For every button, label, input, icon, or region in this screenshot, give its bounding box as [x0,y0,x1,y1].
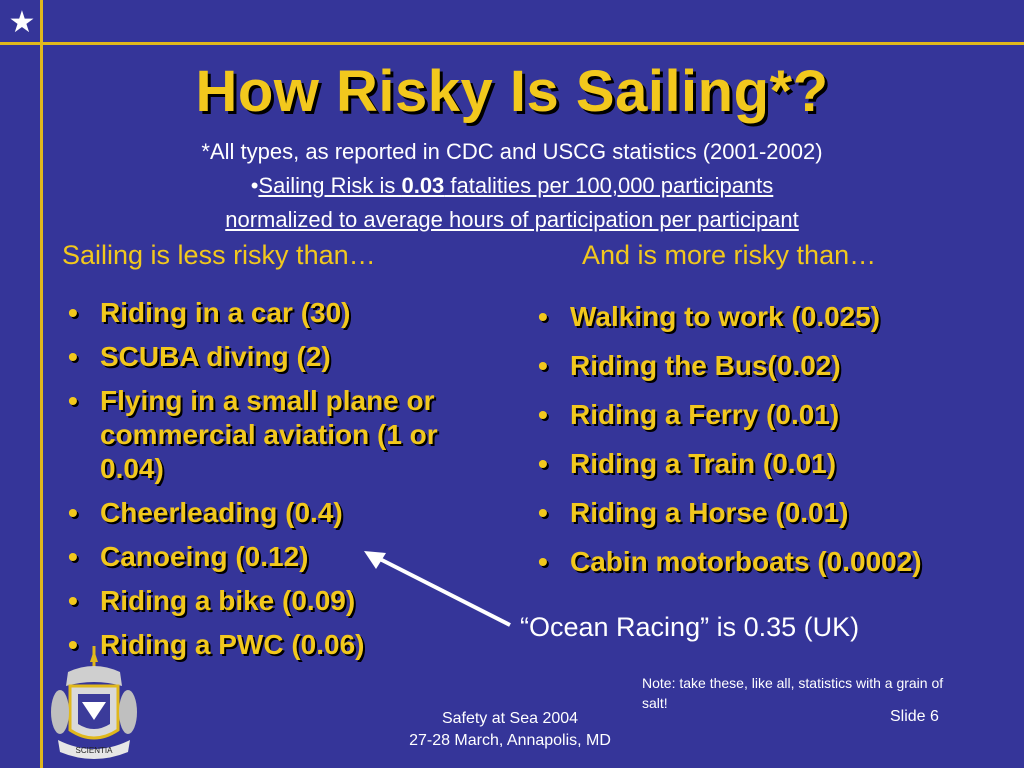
risk-prefix: Sailing Risk is [258,173,402,198]
arrow-head [364,551,386,569]
right-column-heading: And is more risky than… [582,240,877,270]
list-item-text: Riding a bike (0.09) [100,585,356,616]
bullet-dot: • [68,585,78,616]
salt-note: Note: take these, like all, statistics w… [642,675,944,711]
list-item: • Riding a PWC (0.06) [62,628,502,662]
list-item: • Riding a Train (0.01) [532,447,1012,481]
bullet-dot: • [538,546,548,577]
bullet-dot: • [538,497,548,528]
normalized-text: normalized to average hours of participa… [225,207,799,232]
more-risky-list: • Walking to work (0.025) • Riding the Bus… [532,300,1012,594]
risk-line-underlined: Sailing Risk is 0.03 fatalities per 100,… [258,173,773,198]
list-item-text: Riding the Bus(0.02) [570,350,841,381]
list-item-text: Riding a Horse (0.01) [570,497,849,528]
less-risky-list: • Riding in a car (30) • SCUBA diving (2) … [62,296,502,672]
list-item-text: Riding in a car (30) [100,297,351,328]
ocean-racing-callout: “Ocean Racing” is 0.35 (UK) [520,612,860,642]
list-item-text: Riding a Ferry (0.01) [570,399,840,430]
list-item-text: Canoeing (0.12) [100,541,309,572]
top-frame-line [0,42,1024,45]
arrow-shaft [371,553,511,627]
bullet-dot: • [68,297,78,328]
list-item: • Riding a Ferry (0.01) [532,398,1012,432]
list-item: • Canoeing (0.12) [62,540,502,574]
bullet-dot: • [68,385,78,416]
footer-event-date: 27-28 March, Annapolis, MD [409,732,611,749]
list-item-text: Flying in a small plane or commercial av… [100,385,438,484]
subtitle-note: *All types, as reported in CDC and USCG … [201,139,823,164]
risk-bullet: • [250,173,259,198]
bullet-dot: • [68,541,78,572]
bullet-dot: • [538,301,548,332]
footer-event: Safety at Sea 2004 27-28 March, Annapoli… [360,708,660,752]
list-item: • Riding a bike (0.09) [62,584,502,618]
footer-event-title: Safety at Sea 2004 [441,710,579,727]
risk-suffix: fatalities per 100,000 participants [444,173,774,198]
list-item: • Walking to work (0.025) [532,300,1012,334]
list-item: • Riding in a car (30) [62,296,502,330]
bullet-dot: • [538,448,548,479]
list-item: • Cabin motorboats (0.0002) [532,545,1012,579]
list-item-text: Walking to work (0.025) [570,301,881,332]
bullet-dot: • [68,497,78,528]
slide-title: How Risky Is Sailing*? [195,59,829,124]
arrow-icon [364,551,511,627]
list-item-text: Cabin motorboats (0.0002) [570,546,922,577]
normalized-line: normalized to average hours of participa… [0,206,1024,234]
naval-academy-seal-icon: SCIENTIA [51,646,137,759]
bullet-dot: • [538,399,548,430]
list-item: • Riding a Horse (0.01) [532,496,1012,530]
list-item-text: Riding a Train (0.01) [570,448,837,479]
list-item: • Flying in a small plane or commercial a… [62,384,502,486]
risk-value: 0.03 [401,173,445,198]
list-item: • Riding the Bus(0.02) [532,349,1012,383]
list-item: • Cheerleading (0.4) [62,496,502,530]
bullet-dot: • [538,350,548,381]
list-item-text: Riding a PWC (0.06) [100,629,365,660]
slide-number: Slide 6 [890,708,939,725]
seal-motto: SCIENTIA [76,746,114,755]
list-item-text: SCUBA diving (2) [100,341,331,372]
bullet-dot: • [68,341,78,372]
list-item: • SCUBA diving (2) [62,340,502,374]
bullet-dot: • [68,629,78,660]
left-frame-line [40,0,43,768]
risk-line: •Sailing Risk is 0.03 fatalities per 100… [0,172,1024,200]
list-item-text: Cheerleading (0.4) [100,497,343,528]
left-column-heading: Sailing is less risky than… [62,240,376,270]
star-icon: ★ [8,6,36,39]
